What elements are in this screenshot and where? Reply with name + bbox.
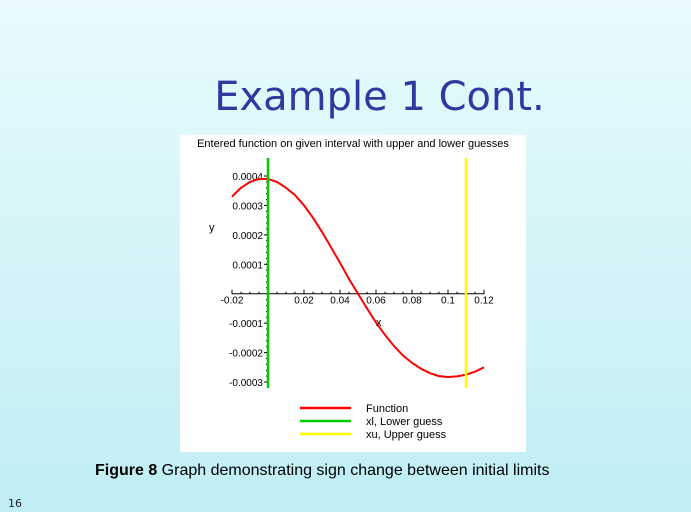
x-tick-label: 0.04: [330, 296, 350, 307]
y-tick-label: -0.0003: [229, 378, 263, 389]
y-tick-label: 0.0004: [232, 172, 263, 183]
chart-svg: Entered function on given interval with …: [197, 138, 509, 441]
legend-label: xu, Upper guess: [366, 429, 447, 441]
function-curve: [231, 177, 485, 379]
chart: Entered function on given interval with …: [180, 135, 526, 452]
legend-label: xl, Lower guess: [366, 416, 443, 428]
y-tick-label: -0.0002: [229, 349, 263, 360]
y-axis-label: y: [209, 222, 215, 234]
x-tick-label: 0.1: [441, 296, 455, 307]
figure-caption: Figure 8 Graph demonstrating sign change…: [95, 462, 549, 480]
chart-title: Entered function on given interval with …: [197, 138, 509, 150]
x-tick-label: 0.12: [474, 296, 494, 307]
y-tick-label: 0.0002: [232, 231, 263, 242]
x-tick-label: -0.02: [221, 296, 244, 307]
y-tick-label: -0.0001: [229, 319, 263, 330]
slide-number: 16: [8, 497, 22, 510]
x-tick-label: 0.02: [294, 296, 314, 307]
figure-caption-text: Graph demonstrating sign change between …: [157, 462, 550, 479]
slide-title: Example 1 Cont.: [214, 74, 545, 120]
y-tick-label: 0.0001: [232, 260, 263, 271]
figure-label: Figure 8: [95, 462, 158, 479]
y-tick-label: 0.0003: [232, 201, 263, 212]
x-tick-label: 0.08: [402, 296, 422, 307]
x-axis-label: x: [376, 317, 382, 329]
x-tick-label: 0.06: [366, 296, 386, 307]
legend-label: Function: [366, 403, 408, 415]
